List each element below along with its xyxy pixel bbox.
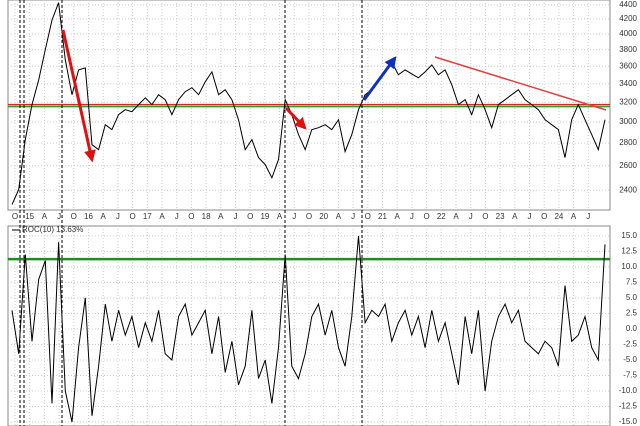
x-tick-label: J	[528, 212, 532, 221]
x-tick-label: O	[71, 212, 77, 221]
y-tick-label: 7.5	[626, 278, 638, 287]
x-tick-label: 20	[319, 212, 328, 221]
x-tick-label: O	[129, 212, 135, 221]
x-tick-label: O	[482, 212, 488, 221]
x-tick-label: J	[292, 212, 296, 221]
x-tick-label: J	[234, 212, 238, 221]
x-tick-label: A	[336, 212, 342, 221]
trend-arrows	[61, 29, 397, 163]
x-tick-label: A	[453, 212, 459, 221]
y-tick-label: 5.0	[626, 293, 638, 302]
y-tick-label: -15.0	[619, 417, 638, 426]
x-tick-label: 19	[260, 212, 269, 221]
y-tick-label: -12.5	[619, 402, 638, 411]
y-tick-label: 0.0	[626, 324, 638, 333]
y-tick-label: -7.5	[623, 371, 637, 380]
x-tick-label: J	[469, 212, 473, 221]
x-tick-label: A	[159, 212, 165, 221]
x-tick-label: A	[218, 212, 224, 221]
y-tick-label: 2800	[619, 138, 637, 147]
y-tick-label: 3000	[619, 117, 637, 126]
x-tick-label: 15	[25, 212, 34, 221]
y-tick-label: 15.0	[621, 231, 637, 240]
x-tick-label: 24	[554, 212, 563, 221]
x-tick-label: J	[116, 212, 120, 221]
y-tick-label: 4400	[619, 0, 637, 9]
y-tick-label: 3400	[619, 79, 637, 88]
y-tick-label: 4000	[619, 29, 637, 38]
x-tick-label: A	[571, 212, 577, 221]
y-tick-label: 2400	[619, 185, 637, 194]
series-line	[11, 2, 606, 205]
x-tick-label: 22	[437, 212, 446, 221]
x-tick-label: 17	[143, 212, 152, 221]
x-tick-label: 16	[84, 212, 93, 221]
x-tick-label: A	[277, 212, 283, 221]
x-tick-label: A	[395, 212, 401, 221]
x-tick-label: J	[57, 212, 61, 221]
y-tick-label: -5.0	[623, 355, 637, 364]
y-tick-label: 3200	[619, 97, 637, 106]
y-tick-label: 3600	[619, 61, 637, 70]
x-tick-label: J	[351, 212, 355, 221]
x-tick-label: A	[512, 212, 518, 221]
y-tick-label: 4200	[619, 14, 637, 23]
y-tick-label: 3800	[619, 45, 637, 54]
y-tick-label: 10.0	[621, 262, 637, 271]
x-tick-label: O	[423, 212, 429, 221]
x-tick-label: J	[175, 212, 179, 221]
y-tick-label: 12.5	[621, 247, 637, 256]
x-tick-label: O	[365, 212, 371, 221]
x-tick-label: J	[410, 212, 414, 221]
x-tick-label: O	[541, 212, 547, 221]
x-tick-label: O	[306, 212, 312, 221]
y-tick-label: -10.0	[619, 386, 638, 395]
series-line	[11, 235, 606, 423]
x-tick-label: 23	[496, 212, 505, 221]
y-tick-label: 2600	[619, 161, 637, 170]
roc-title: ROC(10) 13.63%	[22, 225, 83, 234]
y-tick-label: -2.5	[623, 340, 637, 349]
x-tick-label: 21	[378, 212, 387, 221]
event-lines	[19, 0, 363, 426]
trend-line	[434, 56, 607, 111]
x-tick-label: J	[586, 212, 590, 221]
y-tick-label: 2.5	[626, 309, 638, 318]
x-tick-label: O	[188, 212, 194, 221]
x-tick-label: O	[247, 212, 253, 221]
x-tick-label: 18	[202, 212, 211, 221]
x-tick-label: A	[101, 212, 107, 221]
x-tick-label: A	[42, 212, 48, 221]
x-tick-label: O	[12, 212, 18, 221]
